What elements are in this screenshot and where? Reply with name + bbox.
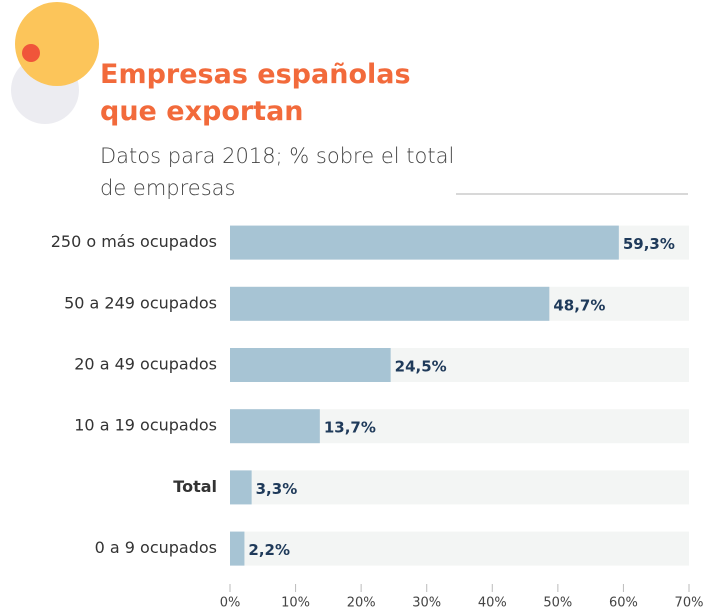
decor-dot xyxy=(22,44,40,62)
category-label: 20 a 49 ocupados xyxy=(74,355,217,374)
category-label: 10 a 19 ocupados xyxy=(74,416,217,435)
value-label: 2,2% xyxy=(248,541,290,559)
value-label: 13,7% xyxy=(324,419,376,437)
x-tick-label: 20% xyxy=(347,596,376,611)
bar-track xyxy=(230,470,689,505)
category-label: Total xyxy=(173,477,217,496)
bar xyxy=(230,225,619,260)
value-label: 59,3% xyxy=(623,235,675,253)
bar xyxy=(230,470,252,505)
x-tick-label: 70% xyxy=(675,596,704,611)
bar xyxy=(230,348,391,382)
chart-title: Empresas españolas que exportan xyxy=(100,59,411,127)
x-tick-label: 40% xyxy=(478,596,507,611)
decor-circle xyxy=(15,2,99,86)
category-label: 0 a 9 ocupados xyxy=(95,538,217,557)
value-label: 48,7% xyxy=(553,296,605,314)
x-tick-label: 60% xyxy=(609,596,638,611)
value-label: 24,5% xyxy=(395,358,447,376)
category-label: 250 o más ocupados xyxy=(51,232,217,251)
chart-subtitle: Datos para 2018; % sobre el total de emp… xyxy=(100,144,455,200)
x-tick-label: 10% xyxy=(281,596,310,611)
bar-track xyxy=(230,531,689,566)
category-label: 50 a 249 ocupados xyxy=(64,293,217,312)
bar xyxy=(230,409,320,444)
bar xyxy=(230,286,550,321)
x-tick-label: 50% xyxy=(543,596,572,611)
bar xyxy=(230,531,245,566)
value-label: 3,3% xyxy=(256,480,298,498)
x-tick-label: 30% xyxy=(412,596,441,611)
x-tick-label: 0% xyxy=(220,596,241,611)
